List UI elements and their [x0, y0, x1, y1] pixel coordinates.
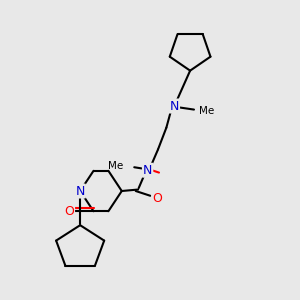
Text: O: O [64, 205, 74, 218]
Text: Me: Me [108, 161, 123, 171]
Text: N: N [170, 100, 179, 112]
Text: N: N [143, 164, 152, 177]
Text: N: N [76, 184, 85, 197]
Text: O: O [152, 192, 162, 205]
Text: Me: Me [199, 106, 214, 116]
